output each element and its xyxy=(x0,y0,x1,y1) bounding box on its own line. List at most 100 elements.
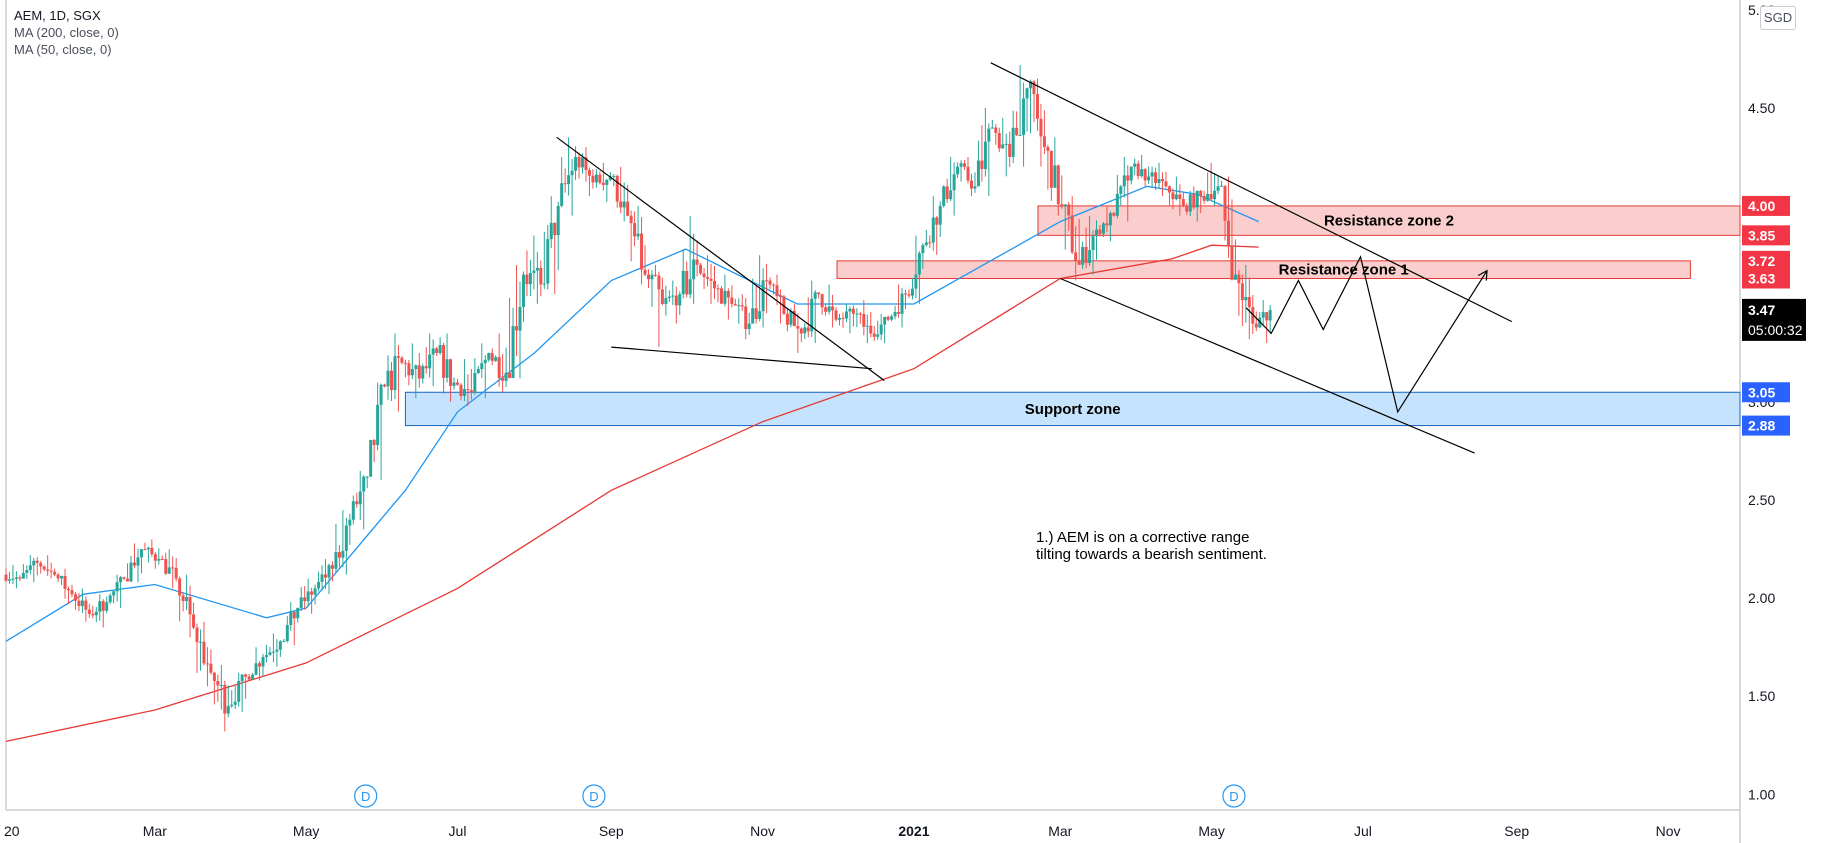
candle-body xyxy=(883,316,887,325)
candle-body xyxy=(296,607,300,619)
candle-body xyxy=(553,222,557,236)
candle-body xyxy=(515,326,519,331)
candle-body xyxy=(699,264,703,274)
candle-body xyxy=(980,160,984,170)
candle-body xyxy=(1240,283,1244,301)
time-axis[interactable]: 20 Mar May Jul Sep Nov 2021 Mar May Jul Sep Nov xyxy=(4,823,1681,839)
symbol-title[interactable]: AEM, 1D, SGX xyxy=(14,8,101,23)
candle-body xyxy=(192,614,196,628)
x-tick-label: May xyxy=(1198,823,1224,839)
candle-body xyxy=(1077,260,1081,265)
candle-body xyxy=(1022,98,1026,135)
candle-body xyxy=(1004,143,1008,145)
candle-body xyxy=(619,201,623,208)
dividend-marker xyxy=(1222,784,1246,808)
candle-body xyxy=(768,280,772,285)
x-tick-label: Jul xyxy=(449,823,467,839)
candle-body xyxy=(313,588,317,595)
candle-body xyxy=(1115,193,1119,216)
ma50-legend[interactable]: MA (50, close, 0) xyxy=(14,42,112,57)
candle-body xyxy=(4,574,8,581)
candle-body xyxy=(1088,250,1092,263)
candle-body xyxy=(324,574,328,578)
candle-body xyxy=(497,357,501,378)
candle-body xyxy=(983,141,987,170)
projection-arrowhead xyxy=(1477,269,1488,281)
candle-body xyxy=(21,572,25,579)
candle-body xyxy=(35,560,39,563)
candle-body xyxy=(202,641,206,664)
candle-body xyxy=(1053,165,1057,188)
candle-body xyxy=(344,525,348,551)
candle-body xyxy=(143,549,147,551)
candle-body xyxy=(306,591,310,602)
candle-body xyxy=(903,293,907,295)
candle-body xyxy=(91,613,95,616)
candle-body xyxy=(334,552,338,569)
candle-body xyxy=(258,663,262,667)
candle-body xyxy=(761,280,765,312)
candle-body xyxy=(969,180,973,189)
candle-body xyxy=(706,277,710,279)
candle-body xyxy=(626,201,630,216)
candle-body xyxy=(160,558,164,560)
resistance-zone xyxy=(836,260,1691,279)
candle-body xyxy=(112,591,116,596)
x-tick-label: Jul xyxy=(1354,823,1372,839)
candle-body xyxy=(358,491,362,505)
candle-body xyxy=(365,476,369,478)
candle-body xyxy=(692,259,696,280)
candle-body xyxy=(865,325,869,327)
candle-body xyxy=(1226,220,1230,247)
candle-body xyxy=(73,594,77,601)
candle-body xyxy=(924,242,928,246)
candle-body xyxy=(1025,88,1029,99)
candle-body xyxy=(466,389,470,391)
price-tag-label: 4.00 xyxy=(1748,198,1775,214)
candle-body xyxy=(1098,229,1102,234)
candle-body xyxy=(914,274,918,289)
dividend-marker-label: D xyxy=(589,789,598,804)
candle-body xyxy=(945,186,949,200)
candle-body xyxy=(136,557,140,566)
ma200-legend[interactable]: MA (200, close, 0) xyxy=(14,25,119,40)
candle-body xyxy=(824,307,828,312)
candle-body xyxy=(1237,274,1241,284)
candle-body xyxy=(858,313,862,315)
currency-badge[interactable]: SGD xyxy=(1760,6,1796,30)
candle-body xyxy=(1202,196,1206,201)
candle-body xyxy=(1154,172,1158,183)
candle-body xyxy=(844,311,848,319)
price-tag xyxy=(1742,382,1790,403)
candle-body xyxy=(806,327,810,332)
candle-body xyxy=(1233,274,1237,280)
candle-body xyxy=(973,186,977,189)
candle-body xyxy=(1261,312,1265,318)
price-tag xyxy=(1742,415,1790,436)
candle-body xyxy=(615,175,619,202)
price-tag xyxy=(1742,250,1790,271)
ma50-line xyxy=(5,185,1259,642)
triangle-lower-trendline xyxy=(611,346,872,370)
candle-body xyxy=(119,577,123,583)
candle-body xyxy=(688,279,692,295)
candle-body xyxy=(56,574,60,579)
price-tag xyxy=(1742,268,1790,289)
candle-body xyxy=(94,611,98,616)
support-zone xyxy=(404,391,1741,427)
candle-body xyxy=(282,641,286,643)
candle-body xyxy=(897,312,901,314)
candle-body xyxy=(799,328,803,334)
price-tag-label: 2.88 xyxy=(1748,418,1775,434)
candle-body xyxy=(1178,194,1182,199)
price-tag-label: 3.85 xyxy=(1748,227,1775,243)
candle-body xyxy=(831,306,835,311)
candle-body xyxy=(695,259,699,265)
candle-body xyxy=(1244,297,1248,301)
candle-body xyxy=(570,170,574,176)
candle-body xyxy=(1015,127,1019,136)
candle-body xyxy=(685,270,689,295)
candle-body xyxy=(959,163,963,167)
candle-body xyxy=(758,311,762,319)
